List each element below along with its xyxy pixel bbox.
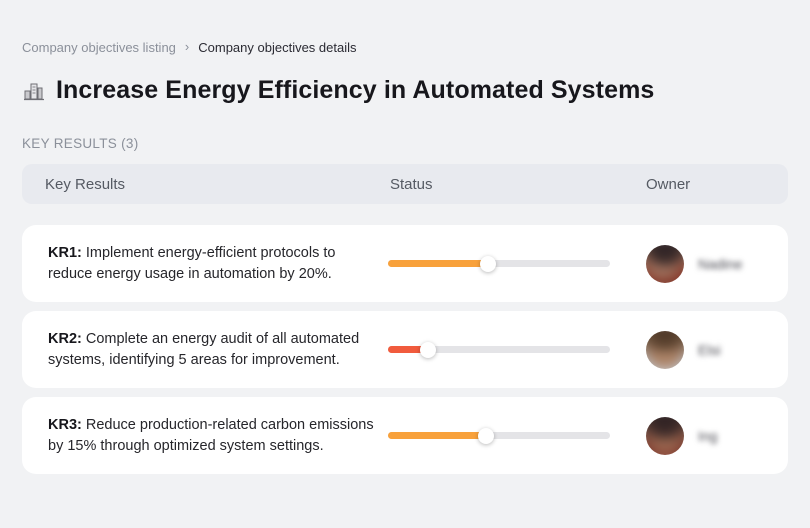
owner-name: Elsi	[698, 341, 721, 358]
column-header-status: Status	[390, 175, 433, 193]
key-result-description: Implement energy-efficient protocols to …	[48, 244, 336, 282]
chevron-right-icon: ›	[184, 39, 190, 54]
key-results-list: KR1: Implement energy-efficient protocol…	[22, 225, 788, 474]
status-cell	[385, 255, 630, 272]
slider-knob[interactable]	[419, 341, 436, 358]
blurred-photo	[646, 416, 684, 455]
owner-avatar	[646, 330, 684, 369]
breadcrumb: Company objectives listing › Company obj…	[22, 40, 788, 55]
progress-slider[interactable]	[388, 341, 610, 358]
owner-avatar	[646, 244, 684, 283]
slider-fill	[388, 260, 488, 267]
key-result-text: KR1: Implement energy-efficient protocol…	[22, 243, 382, 284]
key-results-section-label: KEY RESULTS (3)	[22, 136, 139, 151]
slider-track	[388, 260, 610, 267]
blurred-photo	[646, 330, 684, 369]
key-result-text: KR2: Complete an energy audit of all aut…	[22, 329, 382, 370]
column-header-key-results: Key Results	[45, 175, 126, 193]
page-title: Increase Energy Efficiency in Automated …	[56, 76, 655, 104]
key-result-label: KR1:	[48, 244, 82, 261]
breadcrumb-item-listing[interactable]: Company objectives listing	[22, 40, 176, 55]
owner-avatar	[646, 416, 684, 455]
slider-knob[interactable]	[477, 427, 494, 444]
slider-fill	[388, 432, 486, 439]
slider-knob[interactable]	[479, 255, 496, 272]
progress-slider[interactable]	[388, 427, 610, 444]
breadcrumb-item-details: Company objectives details	[198, 40, 357, 55]
page-title-row: Increase Energy Efficiency in Automated …	[22, 76, 788, 105]
status-cell	[385, 341, 630, 358]
progress-slider[interactable]	[388, 255, 610, 272]
owner-cell: Nadine	[630, 244, 788, 283]
objective-details-page: Company objectives listing › Company obj…	[22, 40, 788, 474]
owner-name: Nadine	[698, 255, 743, 272]
key-result-row-kr1[interactable]: KR1: Implement energy-efficient protocol…	[22, 225, 788, 302]
key-result-text: KR3: Reduce production-related carbon em…	[22, 415, 382, 456]
status-cell	[385, 427, 630, 444]
slider-track	[388, 432, 610, 439]
key-result-row-kr2[interactable]: KR2: Complete an energy audit of all aut…	[22, 311, 788, 388]
column-header-owner: Owner	[646, 175, 691, 193]
key-result-description: Complete an energy audit of all automate…	[48, 330, 360, 368]
slider-fill	[388, 346, 428, 353]
owner-cell: Elsi	[630, 330, 788, 369]
buildings-icon	[22, 79, 46, 103]
owner-cell: Ing	[630, 416, 788, 455]
slider-track	[388, 346, 610, 353]
key-result-description: Reduce production-related carbon emissio…	[48, 416, 374, 454]
owner-name: Ing	[698, 427, 718, 444]
key-result-row-kr3[interactable]: KR3: Reduce production-related carbon em…	[22, 397, 788, 474]
table-header-row: Key Results Status Owner	[22, 164, 788, 204]
key-result-label: KR2:	[48, 330, 82, 347]
blurred-photo	[646, 244, 684, 283]
key-result-label: KR3:	[48, 416, 82, 433]
